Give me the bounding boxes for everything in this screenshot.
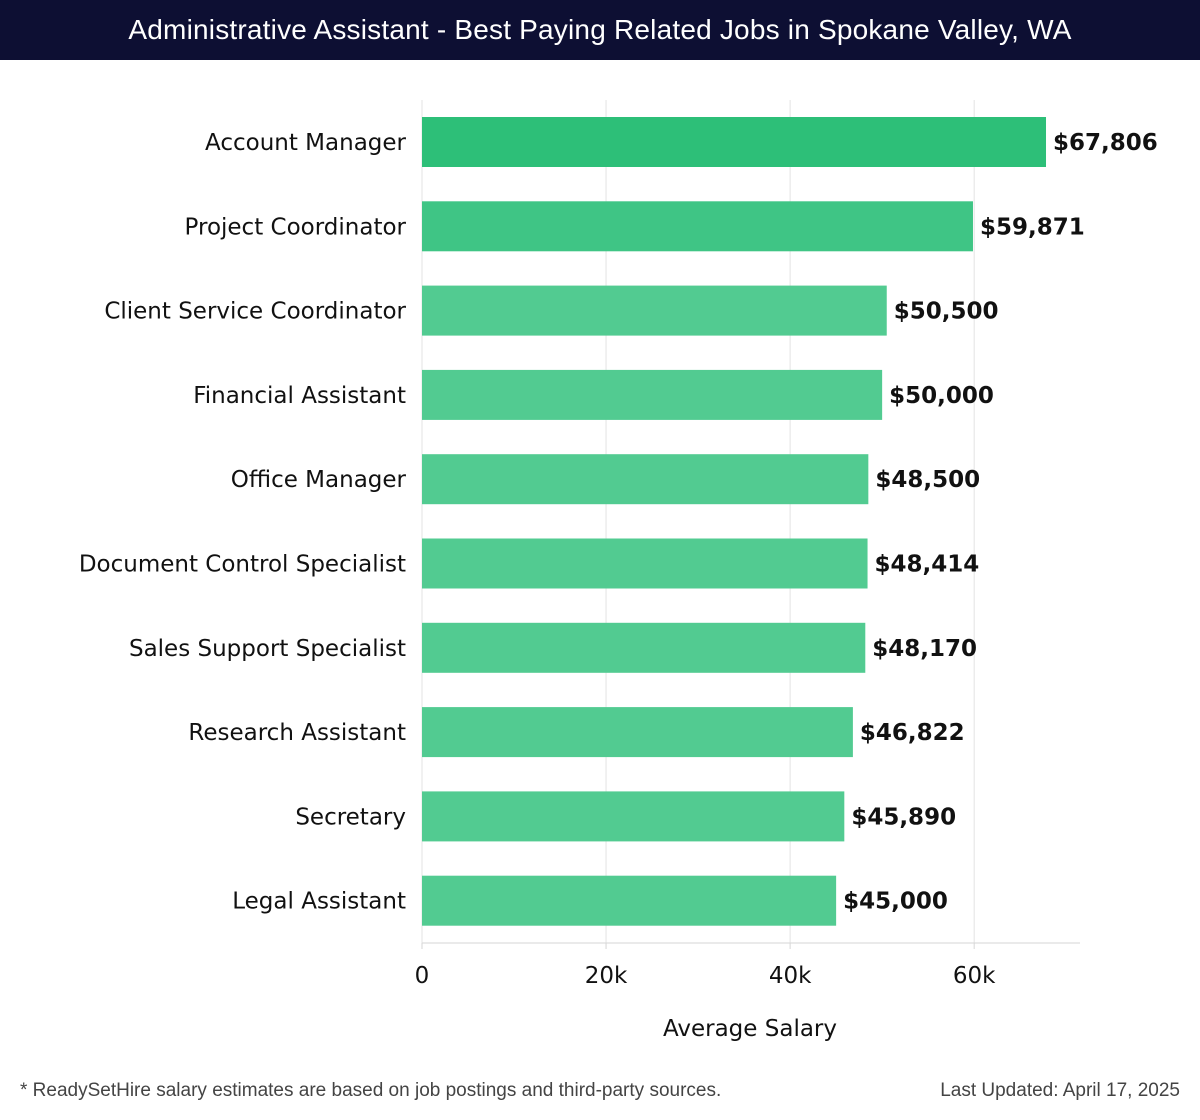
tick-label: 0 (415, 963, 430, 989)
category-label: Office Manager (231, 467, 407, 493)
bar-0 (422, 117, 1047, 167)
bar-4 (422, 454, 869, 505)
value-label: $45,890 (851, 804, 956, 830)
value-label: $45,000 (843, 889, 948, 915)
value-label: $50,000 (889, 383, 994, 409)
chart-title: Administrative Assistant - Best Paying R… (128, 14, 1072, 45)
x-axis-ticks: 0 20k 40k 60k (415, 943, 996, 989)
last-updated: Last Updated: April 17, 2025 (940, 1080, 1180, 1101)
value-label: $48,500 (875, 467, 980, 493)
value-label: $48,414 (875, 552, 980, 578)
category-label: Secretary (295, 804, 406, 830)
bar-6 (422, 622, 866, 673)
bar-9 (422, 875, 837, 926)
value-label: $50,500 (894, 299, 999, 325)
value-label: $48,170 (872, 636, 977, 662)
category-label: Legal Assistant (232, 889, 406, 915)
chart-title-bar: Administrative Assistant - Best Paying R… (0, 0, 1200, 60)
category-label: Financial Assistant (193, 383, 406, 409)
x-axis-title: Average Salary (663, 1016, 837, 1042)
bar-2 (422, 285, 887, 336)
tick-label: 60k (953, 963, 996, 989)
bar-3 (422, 369, 883, 420)
category-label: Project Coordinator (185, 214, 407, 240)
value-label: $59,871 (980, 214, 1085, 240)
category-label: Document Control Specialist (79, 552, 406, 578)
value-label: $67,806 (1053, 130, 1158, 156)
category-label: Sales Support Specialist (129, 636, 406, 662)
category-label: Research Assistant (188, 720, 406, 746)
bar-8 (422, 791, 845, 842)
value-label: $46,822 (860, 720, 965, 746)
bar-5 (422, 538, 868, 589)
tick-label: 20k (585, 963, 628, 989)
bars (422, 117, 1047, 926)
value-labels: $67,806 $59,871 $50,500 $50,000 $48,500 $48,4… (843, 130, 1158, 915)
bar-1 (422, 201, 973, 252)
category-label: Client Service Coordinator (104, 299, 406, 325)
category-labels: Account Manager Project Coordinator Client… (79, 130, 407, 915)
bar-7 (422, 707, 853, 758)
footer-note: * ReadySetHire salary estimates are base… (20, 1080, 722, 1101)
bar-chart: Account Manager Project Coordinator Client… (79, 100, 1158, 1042)
tick-label: 40k (769, 963, 812, 989)
category-label: Account Manager (205, 130, 407, 156)
